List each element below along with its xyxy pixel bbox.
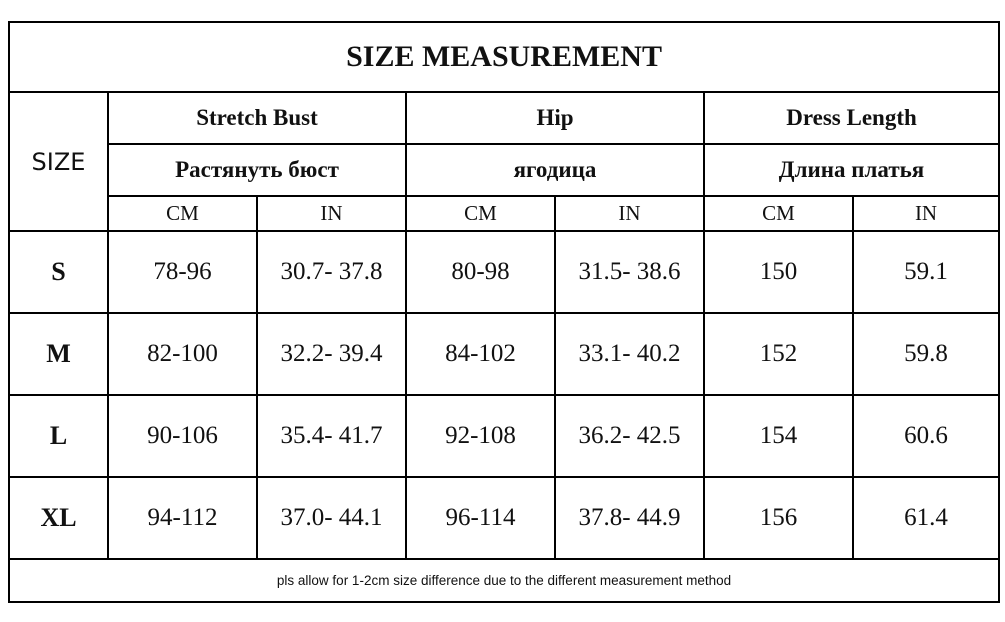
size-label: XL [8, 476, 109, 560]
bust-in: 35.4- 41.7 [256, 394, 407, 478]
bust-in: 32.2- 39.4 [256, 312, 407, 396]
hip-cm: 84-102 [405, 312, 556, 396]
hip-cm: 80-98 [405, 230, 556, 314]
length-header-ru: Длина платья [702, 143, 1001, 197]
length-in: 59.8 [851, 312, 1001, 396]
unit-header: IN [256, 195, 407, 232]
unit-header: CM [107, 195, 258, 232]
size-column-header: SIZE [8, 91, 109, 232]
bust-in: 37.0- 44.1 [256, 476, 407, 560]
bust-cm: 94-112 [107, 476, 258, 560]
size-label: L [8, 394, 109, 478]
hip-header-ru: ягодица [405, 143, 705, 197]
hip-in: 37.8- 44.9 [554, 476, 705, 560]
hip-cm: 92-108 [405, 394, 556, 478]
unit-header: CM [405, 195, 556, 232]
length-in: 59.1 [851, 230, 1001, 314]
size-chart-table: SIZE MEASUREMENT SIZE Stretch Bust Hip D… [7, 21, 1001, 603]
bust-header-en: Stretch Bust [107, 91, 407, 145]
bust-cm: 90-106 [107, 394, 258, 478]
size-label: M [8, 312, 109, 396]
table-row: M 82-100 32.2- 39.4 84-102 33.1- 40.2 15… [8, 312, 1001, 396]
footnote: pls allow for 1-2cm size difference due … [7, 558, 1001, 603]
unit-header: IN [851, 195, 1001, 232]
hip-cm: 96-114 [405, 476, 556, 560]
length-cm: 152 [703, 312, 854, 396]
size-label: S [8, 230, 109, 314]
table-title: SIZE MEASUREMENT [7, 21, 1001, 93]
table-row: S 78-96 30.7- 37.8 80-98 31.5- 38.6 150 … [8, 230, 1001, 314]
hip-in: 36.2- 42.5 [554, 394, 705, 478]
table-row: XL 94-112 37.0- 44.1 96-114 37.8- 44.9 1… [8, 476, 1001, 560]
hip-in: 31.5- 38.6 [554, 230, 705, 314]
unit-header: IN [554, 195, 705, 232]
length-header-en: Dress Length [702, 91, 1001, 145]
length-cm: 156 [703, 476, 854, 560]
length-cm: 150 [703, 230, 854, 314]
bust-cm: 82-100 [107, 312, 258, 396]
unit-header: CM [703, 195, 854, 232]
hip-header-en: Hip [405, 91, 705, 145]
length-in: 60.6 [851, 394, 1001, 478]
bust-header-ru: Растянуть бюст [107, 143, 407, 197]
hip-in: 33.1- 40.2 [554, 312, 705, 396]
bust-in: 30.7- 37.8 [256, 230, 407, 314]
table-row: L 90-106 35.4- 41.7 92-108 36.2- 42.5 15… [8, 394, 1001, 478]
bust-cm: 78-96 [107, 230, 258, 314]
length-in: 61.4 [851, 476, 1001, 560]
length-cm: 154 [703, 394, 854, 478]
